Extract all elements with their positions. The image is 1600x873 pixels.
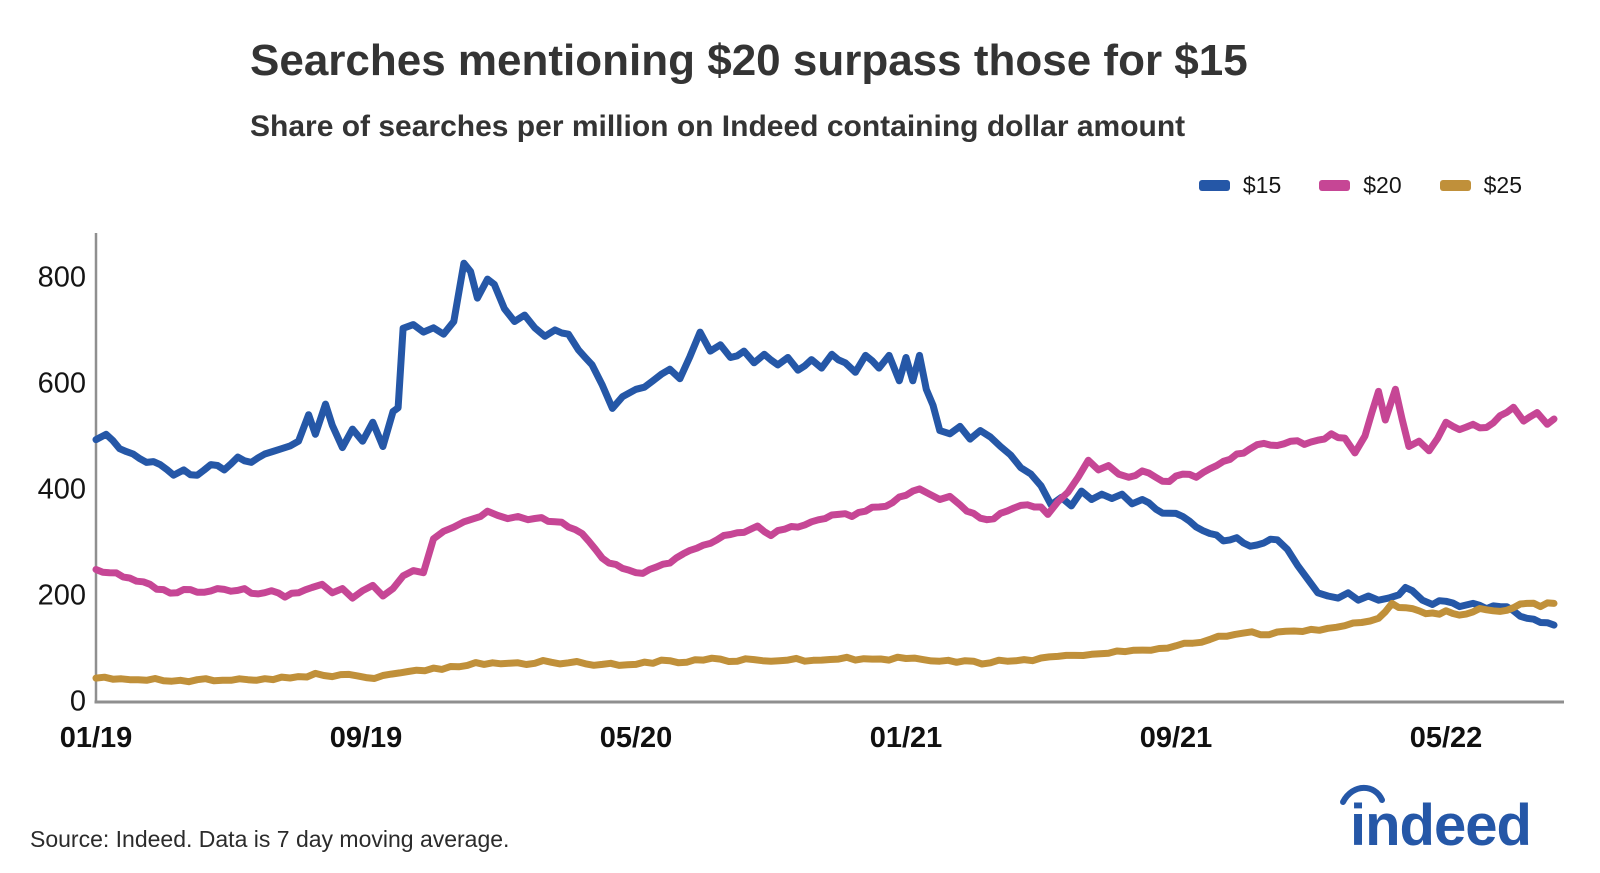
- legend-swatch: [1198, 180, 1230, 191]
- legend-item-25: $25: [1439, 172, 1522, 199]
- indeed-logo: indeed: [1340, 784, 1532, 858]
- series-line-20: [92, 385, 1558, 602]
- legend-swatch: [1439, 180, 1471, 191]
- y-tick-label: 400: [37, 473, 86, 506]
- legend-item-20: $20: [1319, 172, 1402, 199]
- series-line-15: [92, 259, 1558, 629]
- y-tick-label: 600: [37, 367, 86, 400]
- chart-title: Searches mentioning $20 surpass those fo…: [250, 36, 1248, 85]
- y-tick-label: 0: [69, 685, 86, 718]
- x-tick-label: 05/22: [1409, 722, 1483, 754]
- legend-label: $15: [1242, 172, 1282, 198]
- legend: $15 $20 $25: [1198, 172, 1522, 199]
- series-line-25: [92, 599, 1558, 686]
- indeed-logo-arc: [1340, 784, 1385, 805]
- series-group: [92, 259, 1558, 686]
- source-note: Source: Indeed. Data is 7 day moving ave…: [30, 826, 510, 852]
- x-tick-label: 09/19: [329, 722, 403, 754]
- indeed-logo-text: indeed: [1350, 793, 1531, 858]
- chart-subtitle: Share of searches per million on Indeed …: [250, 110, 1186, 143]
- y-tick-label: 200: [37, 579, 86, 612]
- x-tick-label: 09/21: [1139, 722, 1213, 754]
- x-tick-label: 01/19: [59, 722, 133, 754]
- legend-label: $20: [1363, 172, 1402, 198]
- legend-label: $25: [1483, 172, 1522, 198]
- legend-item-15: $15: [1198, 172, 1282, 199]
- legend-swatch: [1319, 180, 1351, 191]
- x-tick-label: 05/20: [599, 722, 673, 754]
- x-tick-label: 01/21: [869, 722, 943, 754]
- y-tick-label: 800: [37, 261, 86, 294]
